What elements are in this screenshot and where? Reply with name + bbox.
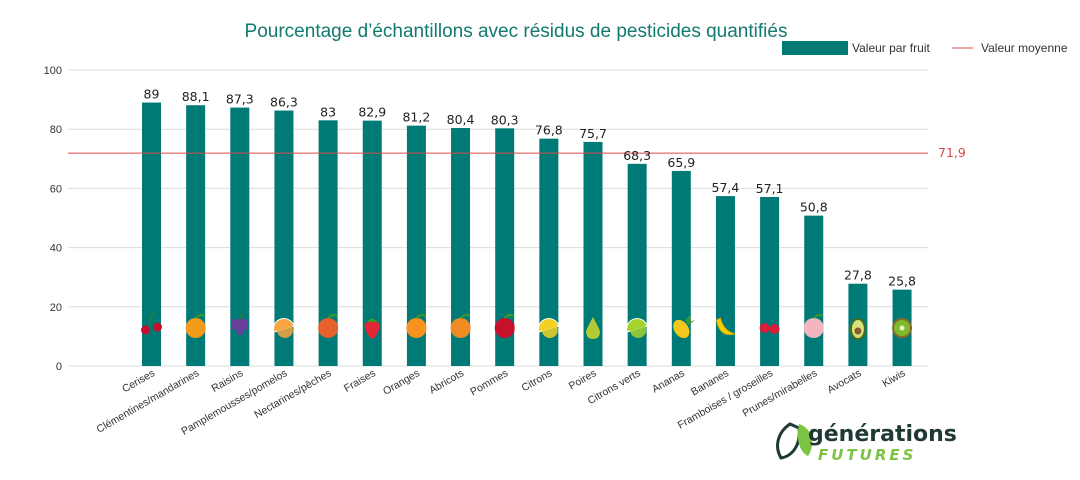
orange-icon [406, 313, 427, 338]
legend-label-bars: Valeur par fruit [852, 41, 930, 55]
cherry-icon [141, 311, 162, 335]
y-axis-ticks: 0 20 40 60 80 100 [44, 65, 62, 373]
data-label: 82,9 [358, 105, 386, 120]
plum-icon [803, 313, 824, 338]
x-tick-label: Cerises [120, 367, 157, 395]
data-label: 50,8 [800, 200, 828, 215]
bars [142, 102, 912, 366]
bar [406, 125, 426, 366]
chart-title: Pourcentage d’échantillons avec résidus … [245, 21, 788, 42]
generations-futures-logo: générations FUTURES [776, 422, 957, 464]
kiwi-icon [892, 318, 913, 338]
average-line-label: 71,9 [938, 145, 966, 160]
data-label: 80,4 [447, 112, 475, 127]
data-label: 68,3 [623, 148, 651, 163]
x-tick-label: Citrons [520, 367, 555, 394]
y-tick-label: 20 [50, 302, 62, 314]
x-tick-label: Pommes [468, 367, 510, 398]
x-tick-label: Kiwis [880, 367, 907, 390]
apricot-icon [450, 313, 471, 338]
bar [539, 138, 559, 366]
data-label: 75,7 [579, 126, 607, 141]
legend-label-average: Valeur moyenne [981, 41, 1068, 55]
bar [715, 196, 735, 366]
x-tick-label: Prunes/mirabelles [740, 367, 819, 419]
y-tick-label: 100 [44, 65, 62, 77]
bar [627, 163, 647, 366]
raspberry-icon [759, 323, 780, 334]
data-label: 89 [144, 87, 160, 102]
average-line-group: 71,9 [68, 145, 966, 160]
data-label: 27,8 [844, 268, 872, 283]
data-label: 86,3 [270, 95, 298, 110]
data-label: 57,4 [712, 180, 740, 195]
logo-text-bottom: FUTURES [818, 446, 916, 464]
banana-icon [716, 317, 736, 336]
logo-text-top: générations [808, 422, 957, 447]
x-tick-label: Ananas [650, 367, 687, 395]
data-label: 65,9 [667, 155, 695, 170]
bar [362, 120, 382, 366]
x-tick-label: Abricots [427, 367, 466, 396]
data-labels: 89 88,1 87,3 86,3 83 82,9 81,2 80,4 80,3 76,8 75,7… [144, 87, 916, 289]
x-tick-label: Oranges [381, 367, 422, 398]
legend-swatch-bars [782, 41, 848, 55]
y-tick-label: 0 [56, 361, 62, 373]
bar [671, 170, 691, 366]
avocado-icon [849, 318, 866, 340]
strawberry-icon [364, 318, 381, 339]
x-tick-label: Fraises [342, 367, 378, 395]
bar [495, 128, 515, 366]
bar [318, 120, 338, 366]
apple-icon [494, 313, 515, 338]
y-tick-label: 80 [50, 124, 62, 136]
pear-icon [586, 317, 600, 339]
x-tick-label: Raisins [209, 367, 245, 395]
data-label: 80,3 [491, 112, 519, 127]
leaf-icon [776, 422, 813, 460]
legend: Valeur par fruit Valeur moyenne [782, 41, 1068, 55]
grapes-icon [231, 313, 248, 336]
grapefruit-icon [273, 318, 295, 338]
y-tick-label: 40 [50, 243, 62, 255]
x-tick-label: Nectarines/pêches [252, 367, 333, 421]
bar [583, 141, 603, 366]
fruit-icons [141, 311, 913, 340]
data-label: 87,3 [226, 92, 254, 107]
bar [142, 102, 161, 366]
data-label: 76,8 [535, 123, 563, 138]
pineapple-icon [673, 314, 696, 339]
data-label: 88,1 [182, 89, 210, 104]
data-label: 81,2 [402, 110, 430, 125]
lemon-icon [537, 318, 560, 338]
bar [274, 110, 294, 366]
peach-icon [318, 313, 339, 338]
bar [230, 107, 250, 366]
bar [186, 105, 206, 366]
data-label: 83 [320, 104, 336, 119]
bar [760, 196, 780, 366]
data-label: 57,1 [756, 181, 784, 196]
clementine-icon [185, 313, 206, 338]
y-tick-label: 60 [50, 183, 62, 195]
data-label: 25,8 [888, 274, 916, 289]
x-tick-label: Poires [567, 367, 599, 392]
bar [804, 215, 824, 366]
bar [451, 128, 471, 366]
x-tick-label: Avocats [825, 367, 863, 396]
lime-icon [626, 318, 648, 338]
